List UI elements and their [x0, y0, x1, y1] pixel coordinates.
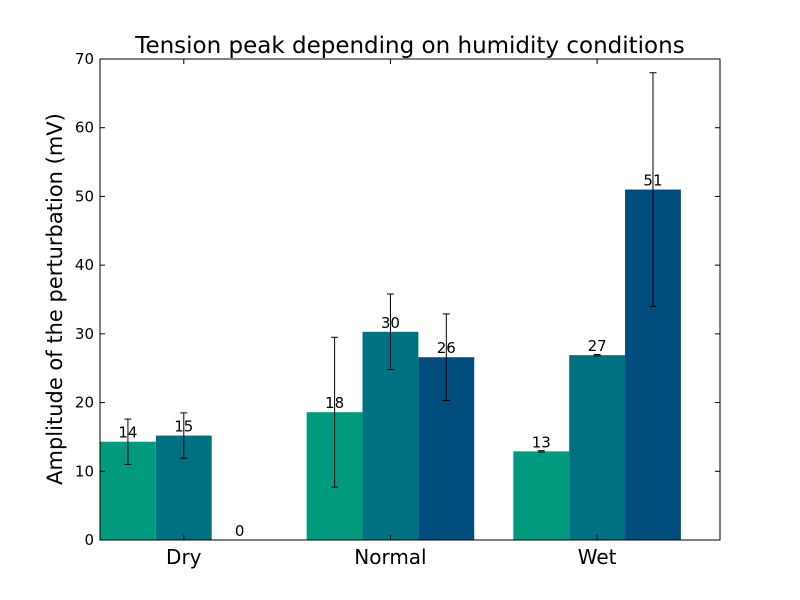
x-tick-label: Dry — [166, 545, 202, 569]
y-tick-label: 20 — [75, 394, 94, 412]
data-label: 0 — [235, 522, 245, 540]
y-tick-label: 70 — [75, 50, 94, 68]
bar — [569, 355, 626, 540]
bar — [513, 451, 570, 540]
data-label: 30 — [381, 314, 400, 332]
y-axis-label: Amplitude of the perturbation (mV) — [43, 113, 67, 485]
data-label: 14 — [118, 424, 137, 442]
y-tick-label: 60 — [75, 119, 94, 137]
errorbars-layer — [124, 72, 657, 488]
data-label: 15 — [174, 418, 193, 436]
data-label: 26 — [437, 339, 456, 357]
data-label: 27 — [588, 337, 607, 355]
x-tick-label: Wet — [578, 545, 617, 569]
y-tick-label: 50 — [75, 187, 94, 205]
x-tick-label: Normal — [354, 545, 426, 569]
y-tick-label: 0 — [84, 531, 94, 549]
y-tick-label: 30 — [75, 325, 94, 343]
data-label: 13 — [532, 433, 551, 451]
plot-frame — [99, 58, 721, 541]
data-labels-layer: 14 15 0 18 30 26 13 27 51 — [118, 172, 662, 540]
y-tick-label: 10 — [75, 462, 94, 480]
data-label: 18 — [325, 394, 344, 412]
y-tick-label: 40 — [75, 256, 94, 274]
chart-title: Tension peak depending on humidity condi… — [134, 33, 684, 59]
data-label: 51 — [643, 172, 662, 190]
axis-ticks-layer: Dry Normal Wet 0 10 20 30 40 50 60 70 — [75, 50, 720, 569]
